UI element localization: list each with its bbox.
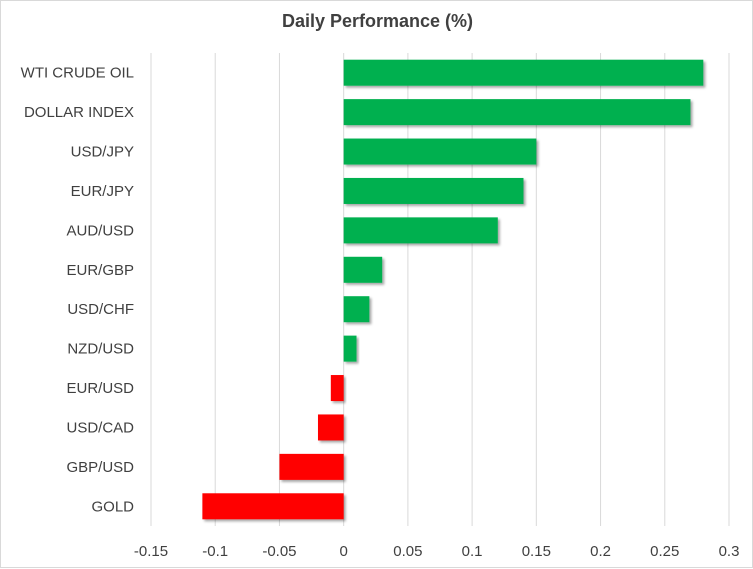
category-label: NZD/USD [67, 341, 134, 358]
category-label: USD/CAD [66, 419, 134, 436]
bar [279, 453, 344, 480]
bar [343, 256, 383, 283]
bar [343, 217, 498, 244]
category-label: EUR/USD [66, 380, 134, 397]
category-label: GOLD [91, 498, 134, 515]
x-tick-label: -0.15 [134, 543, 168, 560]
category-label: GBP/USD [66, 459, 134, 476]
bar [202, 493, 344, 520]
category-label: EUR/JPY [71, 183, 134, 200]
bar [343, 138, 537, 165]
x-tick-label: 0.05 [393, 543, 422, 560]
x-tick-label: 0 [339, 543, 347, 560]
bar [343, 99, 691, 126]
x-tick-label: 0.3 [719, 543, 740, 560]
bars [202, 59, 704, 520]
x-tick-label: -0.05 [262, 543, 296, 560]
bar [343, 335, 357, 362]
category-label: DOLLAR INDEX [24, 104, 134, 121]
category-label: EUR/GBP [66, 262, 134, 279]
bar [343, 177, 524, 204]
chart-title: Daily Performance (%) [281, 11, 474, 31]
x-tick-label: -0.1 [202, 543, 228, 560]
x-tick-labels: -0.15 -0.1 -0.05 0 0.05 0.1 0.15 0.2 0.25 0.3 [134, 543, 740, 560]
bar [330, 375, 344, 402]
category-label: AUD/USD [66, 222, 134, 239]
category-labels: WTI CRUDE OIL DOLLAR INDEX USD/JPY EUR/JPY A… [21, 65, 135, 516]
x-tick-label: 0.1 [462, 543, 483, 560]
x-tick-label: 0.15 [522, 543, 551, 560]
bar [317, 414, 344, 441]
x-tick-label: 0.25 [650, 543, 679, 560]
x-tick-label: 0.2 [590, 543, 611, 560]
bar [343, 59, 704, 86]
category-label: USD/JPY [71, 144, 134, 161]
category-label: USD/CHF [67, 301, 134, 318]
category-label: WTI CRUDE OIL [21, 65, 134, 82]
gridlines [150, 53, 730, 526]
bar [343, 296, 370, 323]
